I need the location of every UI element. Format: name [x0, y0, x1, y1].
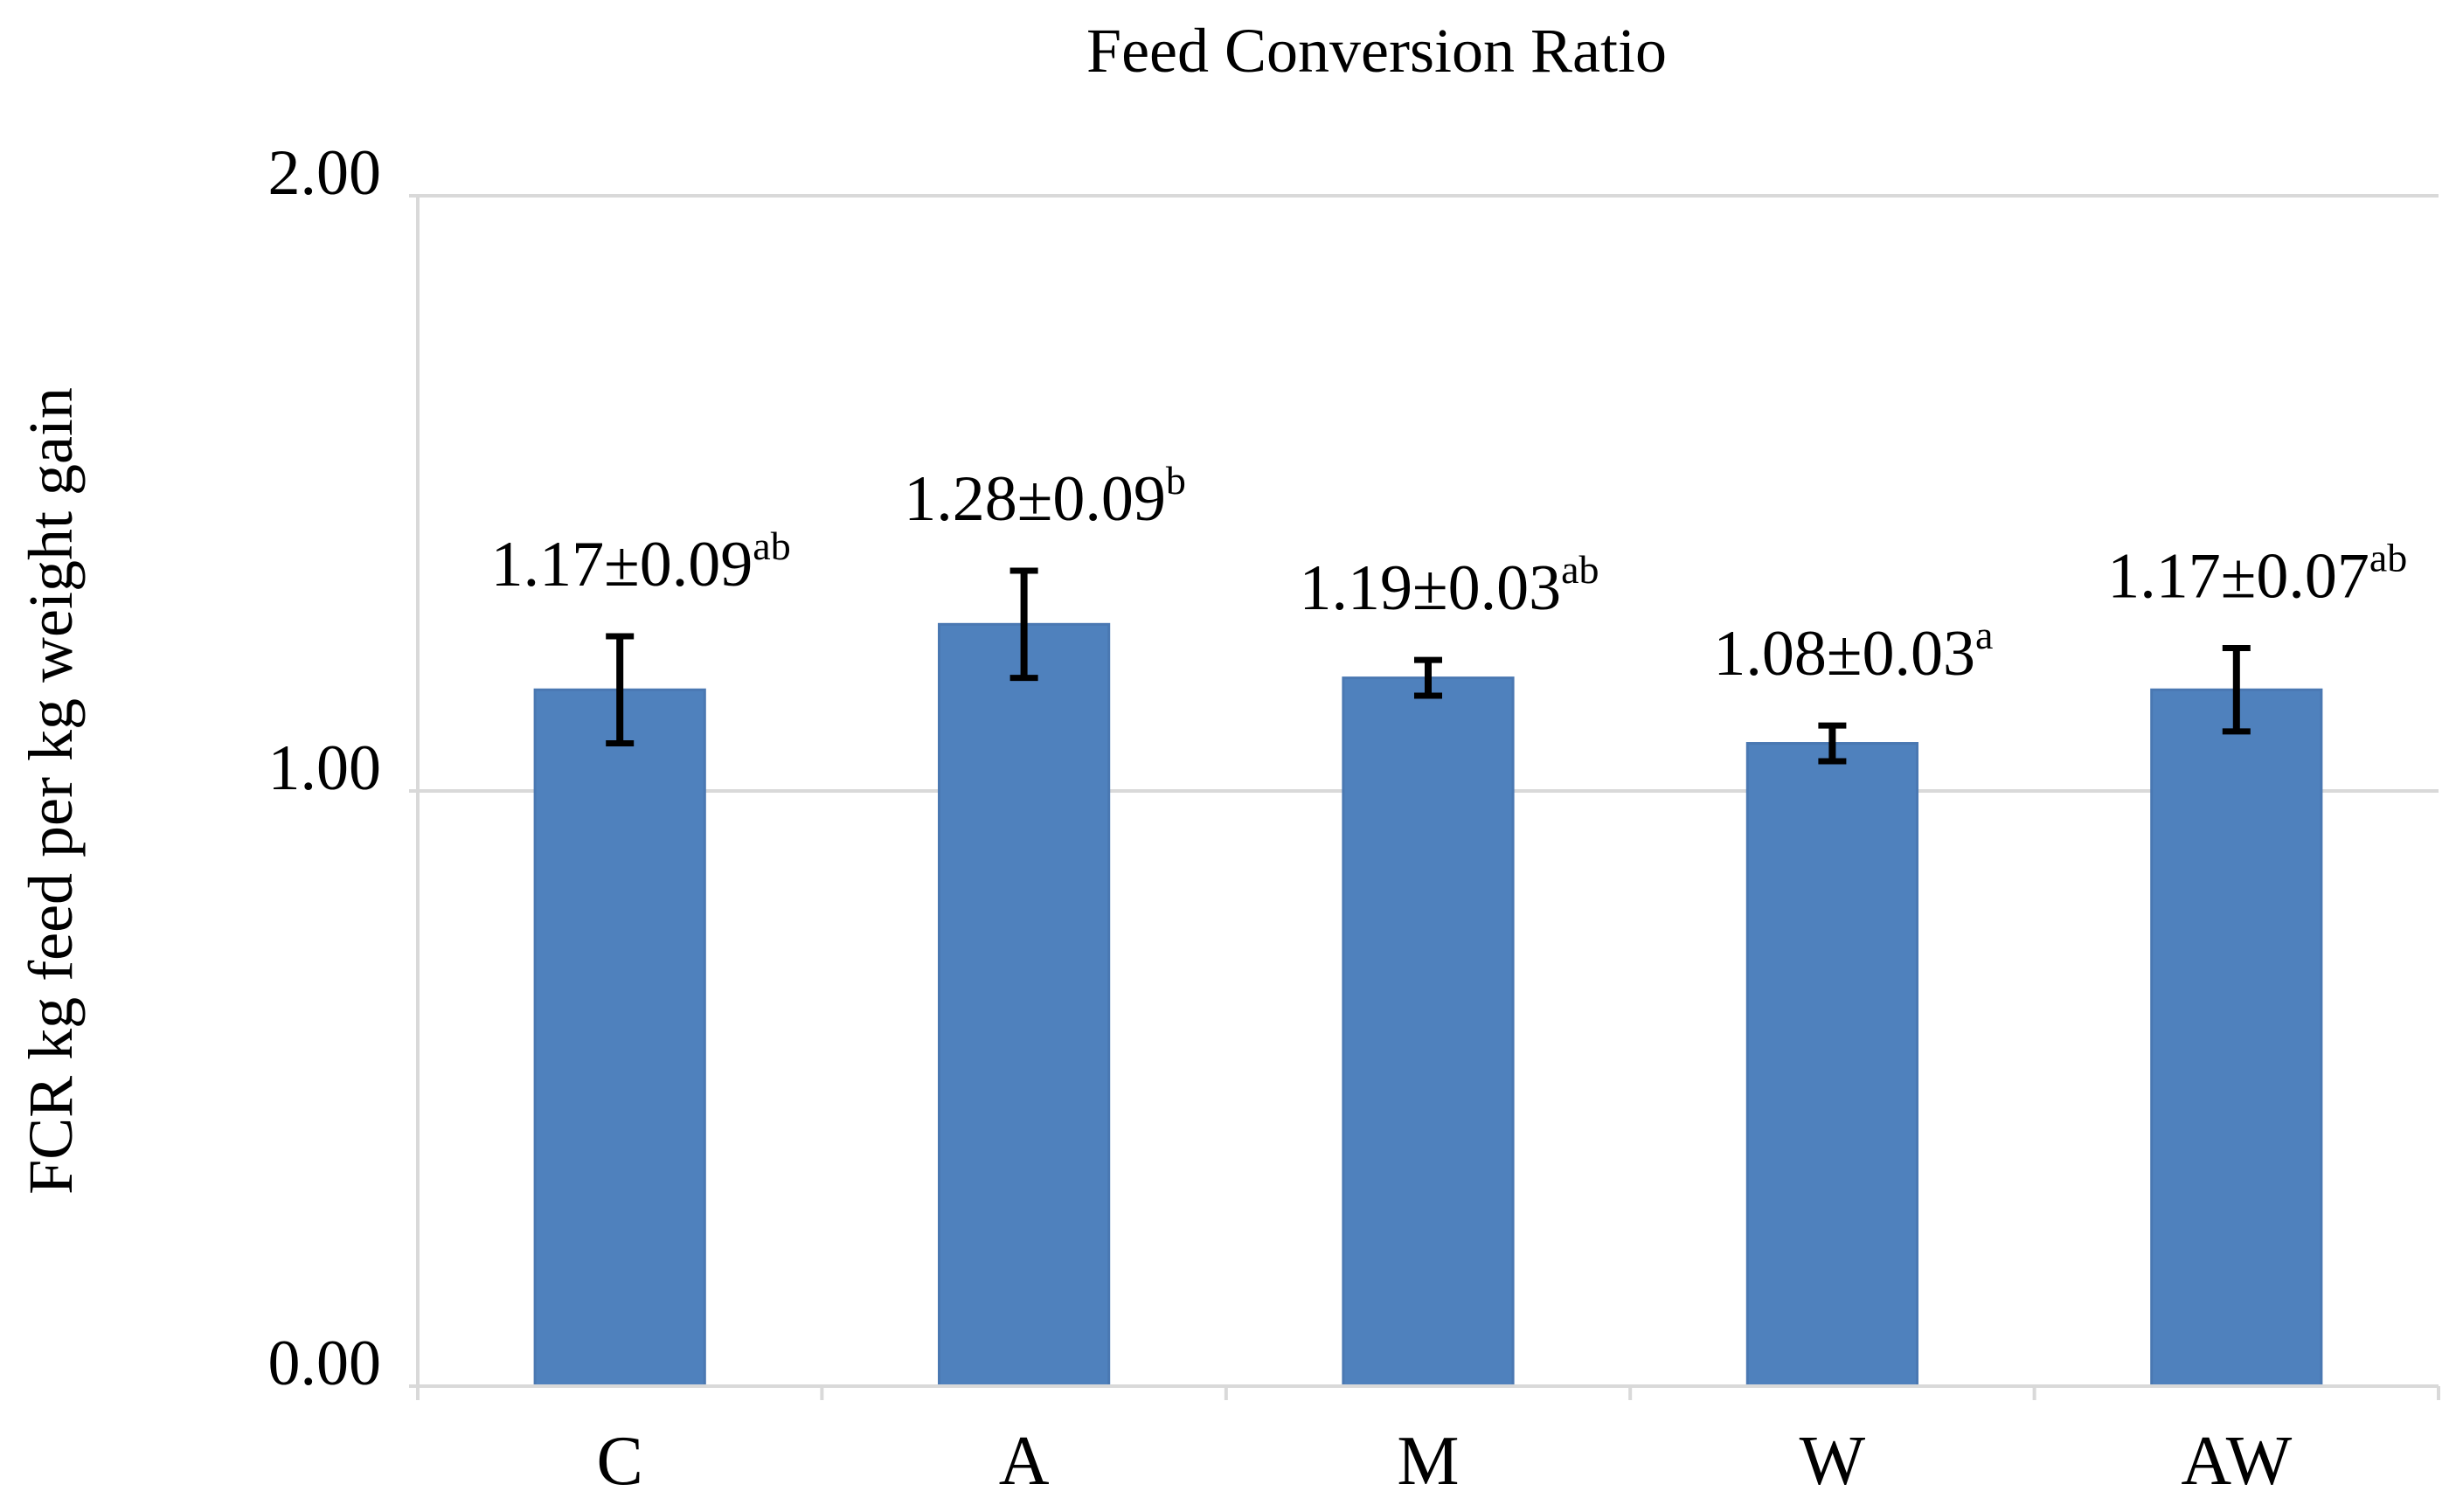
data-label-value: 1.17±0.09: [491, 529, 753, 600]
y-tick-label: 0.00: [268, 1328, 382, 1399]
data-label-C: 1.17±0.09ab: [491, 524, 791, 600]
x-category-label: A: [999, 1423, 1050, 1500]
data-label-W: 1.08±0.03a: [1713, 613, 1993, 690]
data-label-value: 1.17±0.07: [2107, 541, 2369, 613]
bar-W: [1745, 742, 1919, 1388]
data-label-significance: a: [1975, 613, 1993, 657]
chart-title: Feed Conversion Ratio: [1086, 16, 1667, 86]
bar-AW: [2150, 688, 2323, 1388]
data-label-A: 1.28±0.09b: [904, 458, 1186, 535]
data-label-value: 1.19±0.03: [1299, 552, 1561, 624]
bar-C: [533, 688, 706, 1388]
data-label-significance: ab: [1561, 547, 1599, 592]
x-categories: C A M W AW: [597, 1423, 2293, 1500]
data-label-value: 1.28±0.09: [904, 463, 1166, 535]
data-label-significance: b: [1166, 458, 1186, 503]
data-label-significance: ab: [2369, 536, 2407, 580]
y-ticks: 0.00 1.00 2.00: [268, 137, 382, 1399]
data-label-M: 1.19±0.03ab: [1299, 547, 1599, 624]
x-category-label: C: [597, 1423, 643, 1500]
x-category-label: AW: [2181, 1423, 2292, 1500]
y-axis-label: FCR kg feed per kg weight gain: [16, 387, 86, 1195]
bar-M: [1342, 676, 1515, 1388]
y-tick-label: 1.00: [268, 732, 382, 804]
data-label-value: 1.08±0.03: [1713, 618, 1975, 690]
error-bars: [606, 567, 2251, 765]
bars: [533, 622, 2323, 1388]
x-category-label: M: [1397, 1423, 1459, 1500]
y-tick-label: 2.00: [268, 137, 382, 209]
data-label-AW: 1.17±0.07ab: [2107, 536, 2407, 613]
x-category-label: W: [1800, 1423, 1866, 1500]
bar-A: [937, 622, 1111, 1388]
data-label-significance: ab: [753, 524, 790, 568]
data-labels: 1.17±0.09ab1.28±0.09b1.19±0.03ab1.08±0.0…: [491, 458, 2408, 690]
axes: [409, 196, 2440, 1400]
